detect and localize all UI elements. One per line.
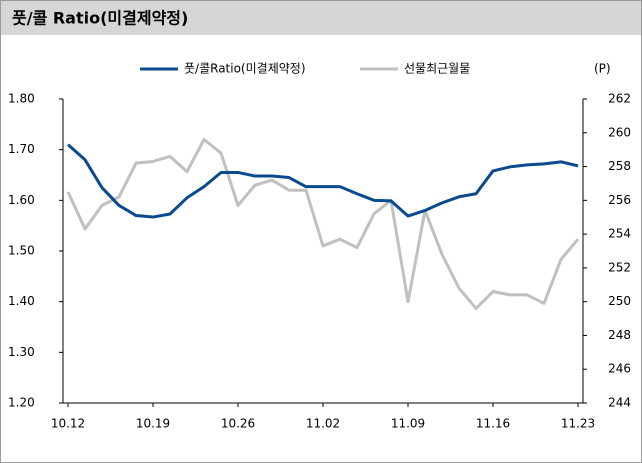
y2-tick-label: 262 [608,92,631,106]
x-tick-label: 11.23 [561,417,595,431]
y-tick-label: 1.50 [8,244,35,258]
y2-tick-label: 256 [608,193,631,207]
y-tick-label: 1.30 [8,345,35,359]
y-tick-label: 1.80 [8,92,35,106]
y-tick-label: 1.20 [8,396,35,410]
y2-tick-label: 248 [608,328,631,342]
y2-tick-label: 252 [608,260,631,274]
x-tick-label: 10.26 [221,417,255,431]
series-line [66,138,580,310]
x-tick-label: 10.12 [51,417,85,431]
y2-tick-label: 260 [608,125,631,139]
y2-tick-label: 246 [608,362,631,376]
x-tick-label: 11.16 [476,417,510,431]
y2-tick-label: 254 [608,227,631,241]
y-tick-label: 1.70 [8,142,35,156]
header-bar [1,1,641,35]
x-tick-label: 11.09 [391,417,425,431]
legend-label: 풋/콜Ratio(미결제약정) [184,61,306,76]
y-tick-label: 1.40 [8,294,35,308]
series-line [67,143,579,219]
chart-title: 풋/콜 Ratio(미결제약정) [12,9,188,28]
legend-label: 선물최근월물 [404,62,470,76]
y-tick-label: 1.60 [8,193,35,207]
x-tick-label: 11.02 [306,417,340,431]
y2-tick-label: 258 [608,159,631,173]
y2-tick-label: 244 [608,396,631,410]
x-tick-label: 10.19 [136,417,170,431]
y2-unit: (P) [594,62,611,76]
y2-tick-label: 250 [608,294,631,308]
